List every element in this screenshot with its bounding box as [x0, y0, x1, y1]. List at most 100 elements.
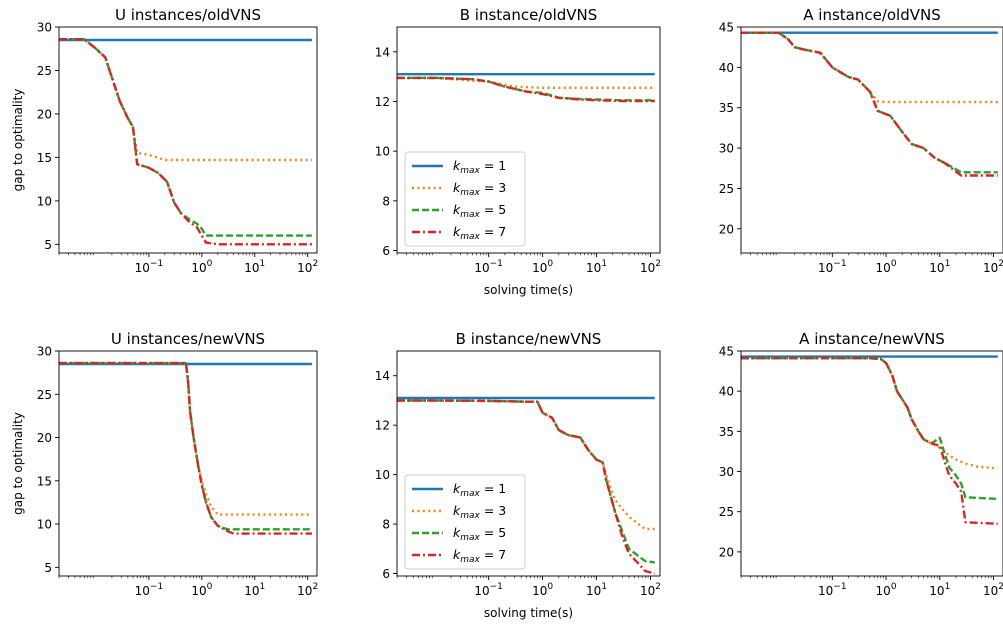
y-tick-label: 45 [719, 21, 734, 35]
series-line-kmax-7 [741, 31, 998, 177]
series-lines [397, 396, 656, 575]
series-line-kmax-5 [59, 361, 312, 531]
series-line-kmax-7 [741, 357, 998, 525]
y-tick-label: 30 [37, 345, 52, 359]
x-tick-label: 100 [876, 582, 897, 598]
y-tick-label: 14 [375, 45, 390, 59]
x-axis-label: solving time(s) [484, 606, 573, 620]
x-tick-label: 102 [983, 582, 1003, 598]
y-tick-label: 20 [719, 545, 734, 559]
y-axis-label: gap to optimality [11, 89, 25, 192]
series-line-kmax-7 [59, 361, 312, 535]
legend-label-kmax-5: kmax = 5 [453, 202, 506, 220]
y-tick-label: 25 [37, 388, 52, 402]
x-tick-label: 101 [586, 582, 607, 598]
x-tick-label: 10−1 [135, 259, 164, 275]
series-line-kmax-7 [59, 38, 312, 246]
axes-frame [740, 350, 1003, 577]
series-line-kmax-5 [59, 38, 312, 237]
x-tick-label: 101 [929, 582, 950, 598]
series-lines [741, 355, 998, 525]
x-tick-label: 101 [244, 582, 265, 598]
chart-title: U instances/newVNS [111, 330, 265, 348]
series-line-kmax-3 [397, 76, 655, 89]
series-line-kmax-5 [741, 357, 998, 501]
y-tick-label: 25 [37, 64, 52, 78]
axes-frame [58, 350, 318, 577]
series-lines [397, 73, 655, 103]
x-tick-label: 10−1 [818, 259, 847, 275]
legend-label-kmax-7: kmax = 7 [453, 224, 506, 242]
y-tick-label: 12 [375, 419, 390, 433]
axes-frame [58, 26, 318, 254]
x-tick-label: 102 [640, 582, 661, 598]
series-line-kmax-3 [59, 361, 312, 516]
panel-a-newvns: A instance/newVNS 20 25 30 35 40 45 10−1 100 101 1… [719, 330, 1003, 598]
y-tick-label: 20 [37, 431, 52, 445]
legend-label-kmax-3: kmax = 3 [453, 180, 506, 198]
x-tick-label: 100 [532, 582, 553, 598]
axes-frame [740, 26, 1003, 254]
panel-u-newvns: U instances/newVNS 5 10 15 20 25 30 10−1 100 101 1… [11, 330, 318, 598]
legend-box [404, 474, 526, 570]
legend-label-kmax-5: kmax = 5 [453, 525, 506, 543]
y-tick-label: 15 [37, 151, 52, 165]
y-tick-label: 30 [719, 142, 734, 156]
y-tick-label: 40 [719, 385, 734, 399]
series-lines [59, 38, 312, 246]
panel-b-newvns: B instance/newVNS 6 8 10 12 14 10−1 100 101 102 so… [375, 330, 661, 620]
chart-title: B instance/oldVNS [460, 6, 598, 24]
axes-frame [396, 26, 661, 254]
y-tick-label: 5 [44, 561, 52, 575]
x-tick-label: 102 [297, 582, 318, 598]
y-tick-label: 10 [375, 468, 390, 482]
y-tick-label: 35 [719, 101, 734, 115]
y-tick-label: 6 [382, 567, 390, 581]
x-tick-label: 10−1 [818, 582, 847, 598]
y-tick-label: 25 [719, 505, 734, 519]
x-tick-label: 101 [929, 259, 950, 275]
y-tick-label: 5 [44, 238, 52, 252]
panel-u-oldvns: U instances/oldVNS 5 10 15 20 25 30 10−1 100 101 1… [11, 6, 318, 275]
y-tick-label: 45 [719, 345, 734, 359]
x-tick-label: 102 [297, 259, 318, 275]
y-tick-label: 15 [37, 474, 52, 488]
legend-label-kmax-1: kmax = 1 [453, 481, 506, 499]
x-tick-label: 10−1 [474, 582, 503, 598]
chart-title: B instance/newVNS [456, 330, 602, 348]
x-tick-label: 10−1 [135, 582, 164, 598]
panel-a-oldvns: A instance/oldVNS 20 25 30 35 40 45 10−1 100 101 1… [719, 6, 1003, 275]
x-tick-label: 102 [983, 259, 1003, 275]
legend-box [404, 151, 526, 247]
series-line-kmax-3 [59, 38, 312, 162]
y-tick-label: 20 [719, 222, 734, 236]
legend: kmax = 1 kmax = 3 kmax = 5 kmax = 7 [404, 151, 526, 247]
x-tick-label: 100 [191, 259, 212, 275]
panel-b-oldvns: B instance/oldVNS 6 8 10 12 14 10−1 100 101 102 so… [375, 6, 661, 297]
legend-label-kmax-1: kmax = 1 [453, 158, 506, 176]
x-tick-label: 100 [532, 259, 553, 275]
y-tick-label: 25 [719, 182, 734, 196]
series-line-kmax-3 [397, 399, 655, 531]
y-tick-label: 8 [382, 194, 390, 208]
axes-frame [396, 350, 661, 577]
x-tick-label: 101 [586, 259, 607, 275]
y-tick-label: 30 [37, 21, 52, 35]
chart-title: U instances/oldVNS [115, 6, 261, 24]
y-tick-label: 12 [375, 95, 390, 109]
y-tick-label: 6 [382, 244, 390, 258]
legend-label-kmax-3: kmax = 3 [453, 503, 506, 521]
y-tick-label: 10 [375, 145, 390, 159]
x-tick-label: 100 [191, 582, 212, 598]
legend: kmax = 1 kmax = 3 kmax = 5 kmax = 7 [404, 474, 526, 570]
series-line-kmax-3 [741, 357, 998, 470]
series-line-kmax-7 [397, 76, 655, 103]
y-axis-label: gap to optimality [11, 412, 25, 515]
x-axis-label: solving time(s) [484, 283, 573, 297]
y-tick-label: 30 [719, 465, 734, 479]
y-tick-label: 40 [719, 61, 734, 75]
y-tick-label: 10 [37, 518, 52, 532]
y-tick-label: 10 [37, 194, 52, 208]
x-tick-label: 100 [876, 259, 897, 275]
